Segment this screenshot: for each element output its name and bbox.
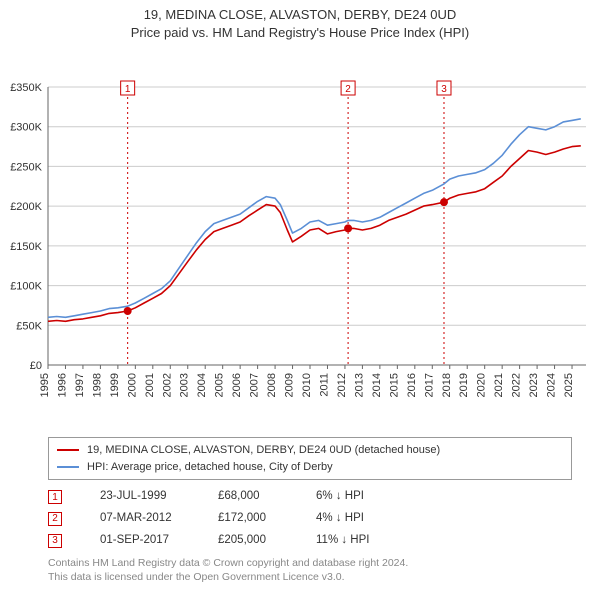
chart: £0 £50K £100K £150K £200K £250K £300K £350K 1995… [0, 41, 600, 431]
svg-text:£50K: £50K [16, 320, 42, 332]
sale-diff: 6% ↓ HPI [316, 486, 416, 508]
svg-text:2023: 2023 [528, 373, 540, 397]
legend-label: 19, MEDINA CLOSE, ALVASTON, DERBY, DE24 … [87, 442, 440, 459]
svg-text:2011: 2011 [318, 373, 330, 397]
svg-text:2017: 2017 [423, 373, 435, 397]
figure-container: 19, MEDINA CLOSE, ALVASTON, DERBY, DE24 … [0, 0, 600, 584]
svg-text:2015: 2015 [388, 373, 400, 397]
svg-text:2022: 2022 [511, 373, 523, 397]
legend: 19, MEDINA CLOSE, ALVASTON, DERBY, DE24 … [48, 437, 572, 480]
svg-text:1999: 1999 [109, 373, 121, 397]
sale-price: £68,000 [218, 486, 298, 508]
svg-text:£250K: £250K [10, 162, 42, 174]
svg-text:2001: 2001 [144, 373, 156, 397]
svg-text:£100K: £100K [10, 281, 42, 293]
svg-text:2007: 2007 [249, 373, 261, 397]
svg-text:2014: 2014 [371, 373, 383, 397]
sale-badge: 3 [48, 534, 62, 548]
svg-text:2019: 2019 [458, 373, 470, 397]
sales-row: 2 07-MAR-2012 £172,000 4% ↓ HPI [48, 508, 572, 530]
sale-price: £205,000 [218, 530, 298, 552]
svg-text:2000: 2000 [126, 373, 138, 397]
svg-text:1998: 1998 [91, 373, 103, 397]
sale-date: 07-MAR-2012 [100, 508, 200, 530]
legend-label: HPI: Average price, detached house, City… [87, 459, 333, 476]
sale-badge: 1 [48, 490, 62, 504]
svg-text:2013: 2013 [353, 373, 365, 397]
sales-row: 3 01-SEP-2017 £205,000 11% ↓ HPI [48, 530, 572, 552]
svg-text:2002: 2002 [161, 373, 173, 397]
svg-text:2: 2 [345, 84, 351, 95]
sales-table: 1 23-JUL-1999 £68,000 6% ↓ HPI 2 07-MAR-… [48, 486, 572, 552]
svg-text:2018: 2018 [441, 373, 453, 397]
title-block: 19, MEDINA CLOSE, ALVASTON, DERBY, DE24 … [0, 0, 600, 41]
svg-text:3: 3 [441, 84, 447, 95]
legend-item: HPI: Average price, detached house, City… [57, 459, 563, 476]
legend-swatch [57, 449, 79, 451]
svg-text:2025: 2025 [563, 373, 575, 397]
svg-text:£300K: £300K [10, 122, 42, 134]
sale-diff: 11% ↓ HPI [316, 530, 416, 552]
footer-line: This data is licensed under the Open Gov… [48, 570, 572, 584]
svg-text:2012: 2012 [336, 373, 348, 397]
sale-date: 01-SEP-2017 [100, 530, 200, 552]
svg-text:£150K: £150K [10, 241, 42, 253]
sales-row: 1 23-JUL-1999 £68,000 6% ↓ HPI [48, 486, 572, 508]
footer: Contains HM Land Registry data © Crown c… [48, 556, 572, 584]
sale-price: £172,000 [218, 508, 298, 530]
svg-text:2010: 2010 [301, 373, 313, 397]
svg-text:1995: 1995 [39, 373, 51, 397]
svg-text:1996: 1996 [56, 373, 68, 397]
svg-text:1: 1 [125, 84, 131, 95]
svg-text:2024: 2024 [546, 373, 558, 397]
title-address: 19, MEDINA CLOSE, ALVASTON, DERBY, DE24 … [0, 6, 600, 24]
svg-text:£200K: £200K [10, 201, 42, 213]
footer-line: Contains HM Land Registry data © Crown c… [48, 556, 572, 570]
legend-item: 19, MEDINA CLOSE, ALVASTON, DERBY, DE24 … [57, 442, 563, 459]
svg-text:£0: £0 [30, 360, 42, 372]
svg-text:1997: 1997 [74, 373, 86, 397]
svg-text:2021: 2021 [493, 373, 505, 397]
svg-text:2009: 2009 [284, 373, 296, 397]
svg-text:2006: 2006 [231, 373, 243, 397]
svg-text:2003: 2003 [179, 373, 191, 397]
sale-date: 23-JUL-1999 [100, 486, 200, 508]
svg-text:£350K: £350K [10, 82, 42, 94]
sale-diff: 4% ↓ HPI [316, 508, 416, 530]
legend-swatch [57, 466, 79, 468]
svg-text:2004: 2004 [196, 373, 208, 397]
svg-text:2020: 2020 [476, 373, 488, 397]
svg-text:2008: 2008 [266, 373, 278, 397]
svg-text:2005: 2005 [214, 373, 226, 397]
sale-badge: 2 [48, 512, 62, 526]
title-subtitle: Price paid vs. HM Land Registry's House … [0, 24, 600, 42]
svg-text:2016: 2016 [406, 373, 418, 397]
chart-svg: £0 £50K £100K £150K £200K £250K £300K £350K 1995… [0, 41, 600, 431]
